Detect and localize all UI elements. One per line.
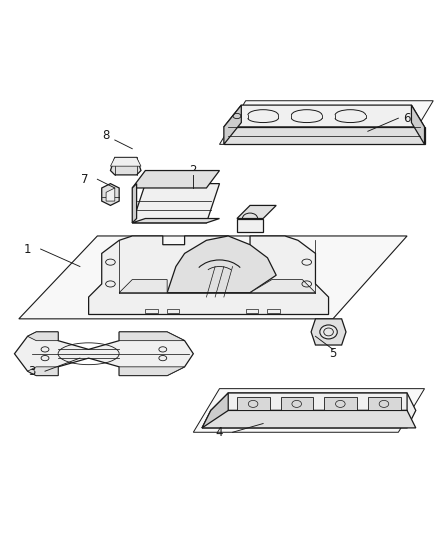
Text: 8: 8: [102, 129, 110, 142]
Polygon shape: [132, 183, 219, 223]
Polygon shape: [201, 410, 415, 428]
Text: 5: 5: [328, 347, 336, 360]
Polygon shape: [132, 171, 219, 188]
Polygon shape: [119, 332, 184, 341]
Polygon shape: [132, 183, 136, 223]
Polygon shape: [237, 219, 262, 232]
Polygon shape: [237, 205, 276, 219]
Polygon shape: [219, 101, 432, 144]
Polygon shape: [280, 398, 313, 410]
Polygon shape: [28, 332, 58, 341]
Polygon shape: [210, 393, 406, 410]
Polygon shape: [119, 280, 167, 293]
Polygon shape: [223, 127, 424, 144]
Polygon shape: [28, 367, 58, 376]
Polygon shape: [106, 188, 115, 201]
Polygon shape: [223, 105, 241, 144]
Polygon shape: [88, 236, 328, 314]
Polygon shape: [201, 393, 228, 428]
Polygon shape: [367, 398, 399, 410]
Polygon shape: [410, 105, 424, 144]
Polygon shape: [132, 219, 219, 223]
Polygon shape: [14, 332, 193, 376]
Bar: [145, 309, 157, 313]
Polygon shape: [223, 105, 424, 127]
Bar: [245, 309, 257, 313]
Polygon shape: [110, 157, 141, 166]
Polygon shape: [193, 389, 424, 432]
Bar: [167, 309, 179, 313]
Text: 1: 1: [24, 243, 31, 255]
Text: 4: 4: [215, 426, 223, 439]
Polygon shape: [119, 367, 184, 376]
Text: 2: 2: [189, 164, 197, 177]
Polygon shape: [311, 319, 345, 345]
Bar: [267, 309, 279, 313]
Polygon shape: [19, 236, 406, 319]
Polygon shape: [102, 183, 119, 205]
Polygon shape: [167, 236, 276, 293]
Polygon shape: [201, 393, 415, 428]
Polygon shape: [323, 398, 356, 410]
Text: 7: 7: [80, 173, 88, 186]
Text: 3: 3: [28, 365, 35, 378]
Polygon shape: [110, 157, 141, 175]
Ellipse shape: [319, 325, 336, 339]
Polygon shape: [237, 398, 269, 410]
Polygon shape: [250, 280, 315, 293]
Text: 6: 6: [403, 112, 410, 125]
